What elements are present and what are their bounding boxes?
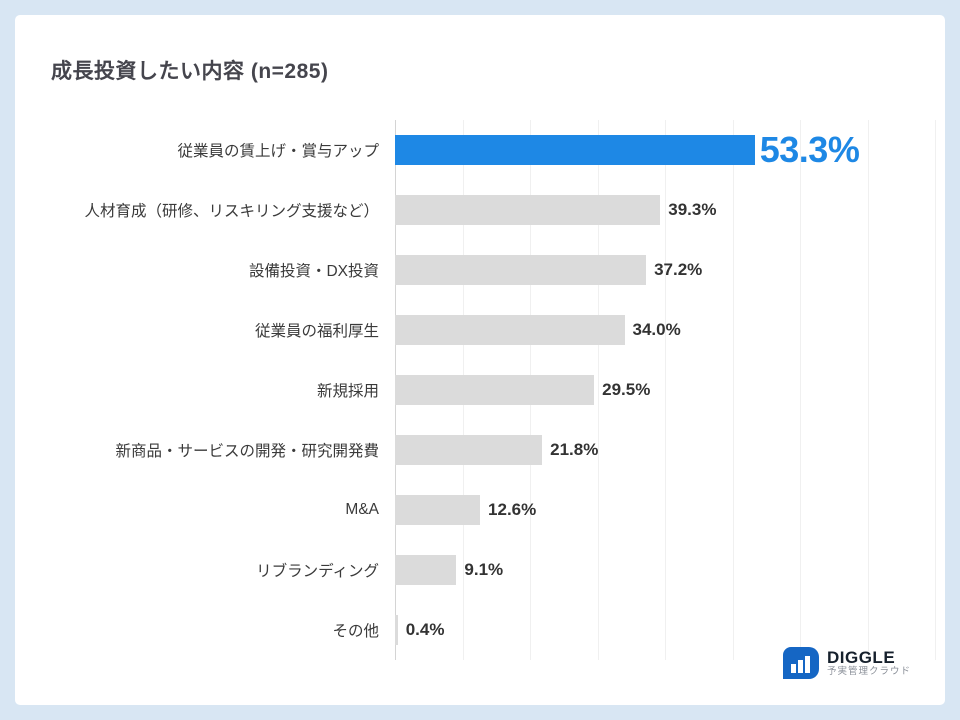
gridline xyxy=(665,120,666,660)
bar xyxy=(395,375,595,405)
category-label: 従業員の福利厚生 xyxy=(254,323,379,340)
slide-card: 成長投資したい内容 (n=285) 従業員の賃上げ・賞与アップ 53.3% 人材育成… xyxy=(15,15,945,705)
bar xyxy=(395,135,755,165)
value-label: 29.5% xyxy=(602,380,651,399)
chart-row: 従業員の福利厚生 34.0% xyxy=(51,300,935,360)
chart-row: 新規採用 29.5% xyxy=(51,360,935,420)
bar xyxy=(395,255,647,285)
bar xyxy=(395,435,543,465)
bar-track: 9.1% xyxy=(395,540,935,600)
category-label: 従業員の賃上げ・賞与アップ xyxy=(177,143,379,160)
diggle-logo: DIGGLE 予実管理クラウド xyxy=(782,647,911,679)
bar-track: 37.2% xyxy=(395,240,935,300)
value-label: 53.3% xyxy=(759,129,860,170)
chart-row: 人材育成（研修、リスキリング支援など） 39.3% xyxy=(51,180,935,240)
gridline xyxy=(935,120,936,660)
value-label: 0.4% xyxy=(405,620,445,639)
bar-track: 34.0% xyxy=(395,300,935,360)
logo-name: DIGGLE xyxy=(826,647,896,667)
bar xyxy=(395,195,661,225)
bar xyxy=(395,615,398,645)
chart-row: 新商品・サービスの開発・研究開発費 21.8% xyxy=(51,420,935,480)
gridline xyxy=(867,120,869,660)
category-label: その他 xyxy=(332,623,379,640)
value-label: 39.3% xyxy=(668,200,717,219)
category-label: 人材育成（研修、リスキリング支援など） xyxy=(84,203,379,220)
gridline xyxy=(800,120,801,660)
bar-track: 21.8% xyxy=(395,420,935,480)
chart-row: 従業員の賃上げ・賞与アップ 53.3% xyxy=(51,120,935,180)
bar-track: 0.4% xyxy=(395,600,935,660)
bar xyxy=(395,495,481,525)
value-label: 37.2% xyxy=(654,260,703,279)
category-label: 新規採用 xyxy=(316,383,379,400)
gridline xyxy=(597,120,599,660)
bar-track: 39.3% xyxy=(395,180,935,240)
value-label: 9.1% xyxy=(464,560,504,579)
chart-title: 成長投資したい内容 (n=285) xyxy=(51,60,329,83)
bar xyxy=(395,315,625,345)
chart-row: M&A 12.6% xyxy=(51,480,935,540)
bar xyxy=(395,555,457,585)
bar-track: 12.6% xyxy=(395,480,935,540)
value-label: 34.0% xyxy=(632,320,681,339)
chart-row: その他 0.4% xyxy=(51,600,935,660)
logo-subtitle: 予実管理クラウド xyxy=(826,666,911,678)
bar-chart: 従業員の賃上げ・賞与アップ 53.3% 人材育成（研修、リスキリング支援など） 39.… xyxy=(51,120,936,660)
bar-track: 53.3% xyxy=(395,120,935,180)
diggle-logo-icon xyxy=(782,647,819,679)
category-label: 新商品・サービスの開発・研究開発費 xyxy=(115,443,379,460)
chart-rows: 従業員の賃上げ・賞与アップ 53.3% 人材育成（研修、リスキリング支援など） 39.… xyxy=(51,120,935,660)
chart-row: リブランディング 9.1% xyxy=(51,540,935,600)
category-label: 設備投資・DX投資 xyxy=(248,263,379,280)
value-label: 21.8% xyxy=(550,440,599,459)
value-label: 12.6% xyxy=(488,500,537,519)
category-label: M&A xyxy=(345,501,379,518)
chart-row: 設備投資・DX投資 37.2% xyxy=(51,240,935,300)
gridline xyxy=(732,120,734,660)
bar-track: 29.5% xyxy=(395,360,935,420)
category-label: リブランディング xyxy=(256,563,379,580)
